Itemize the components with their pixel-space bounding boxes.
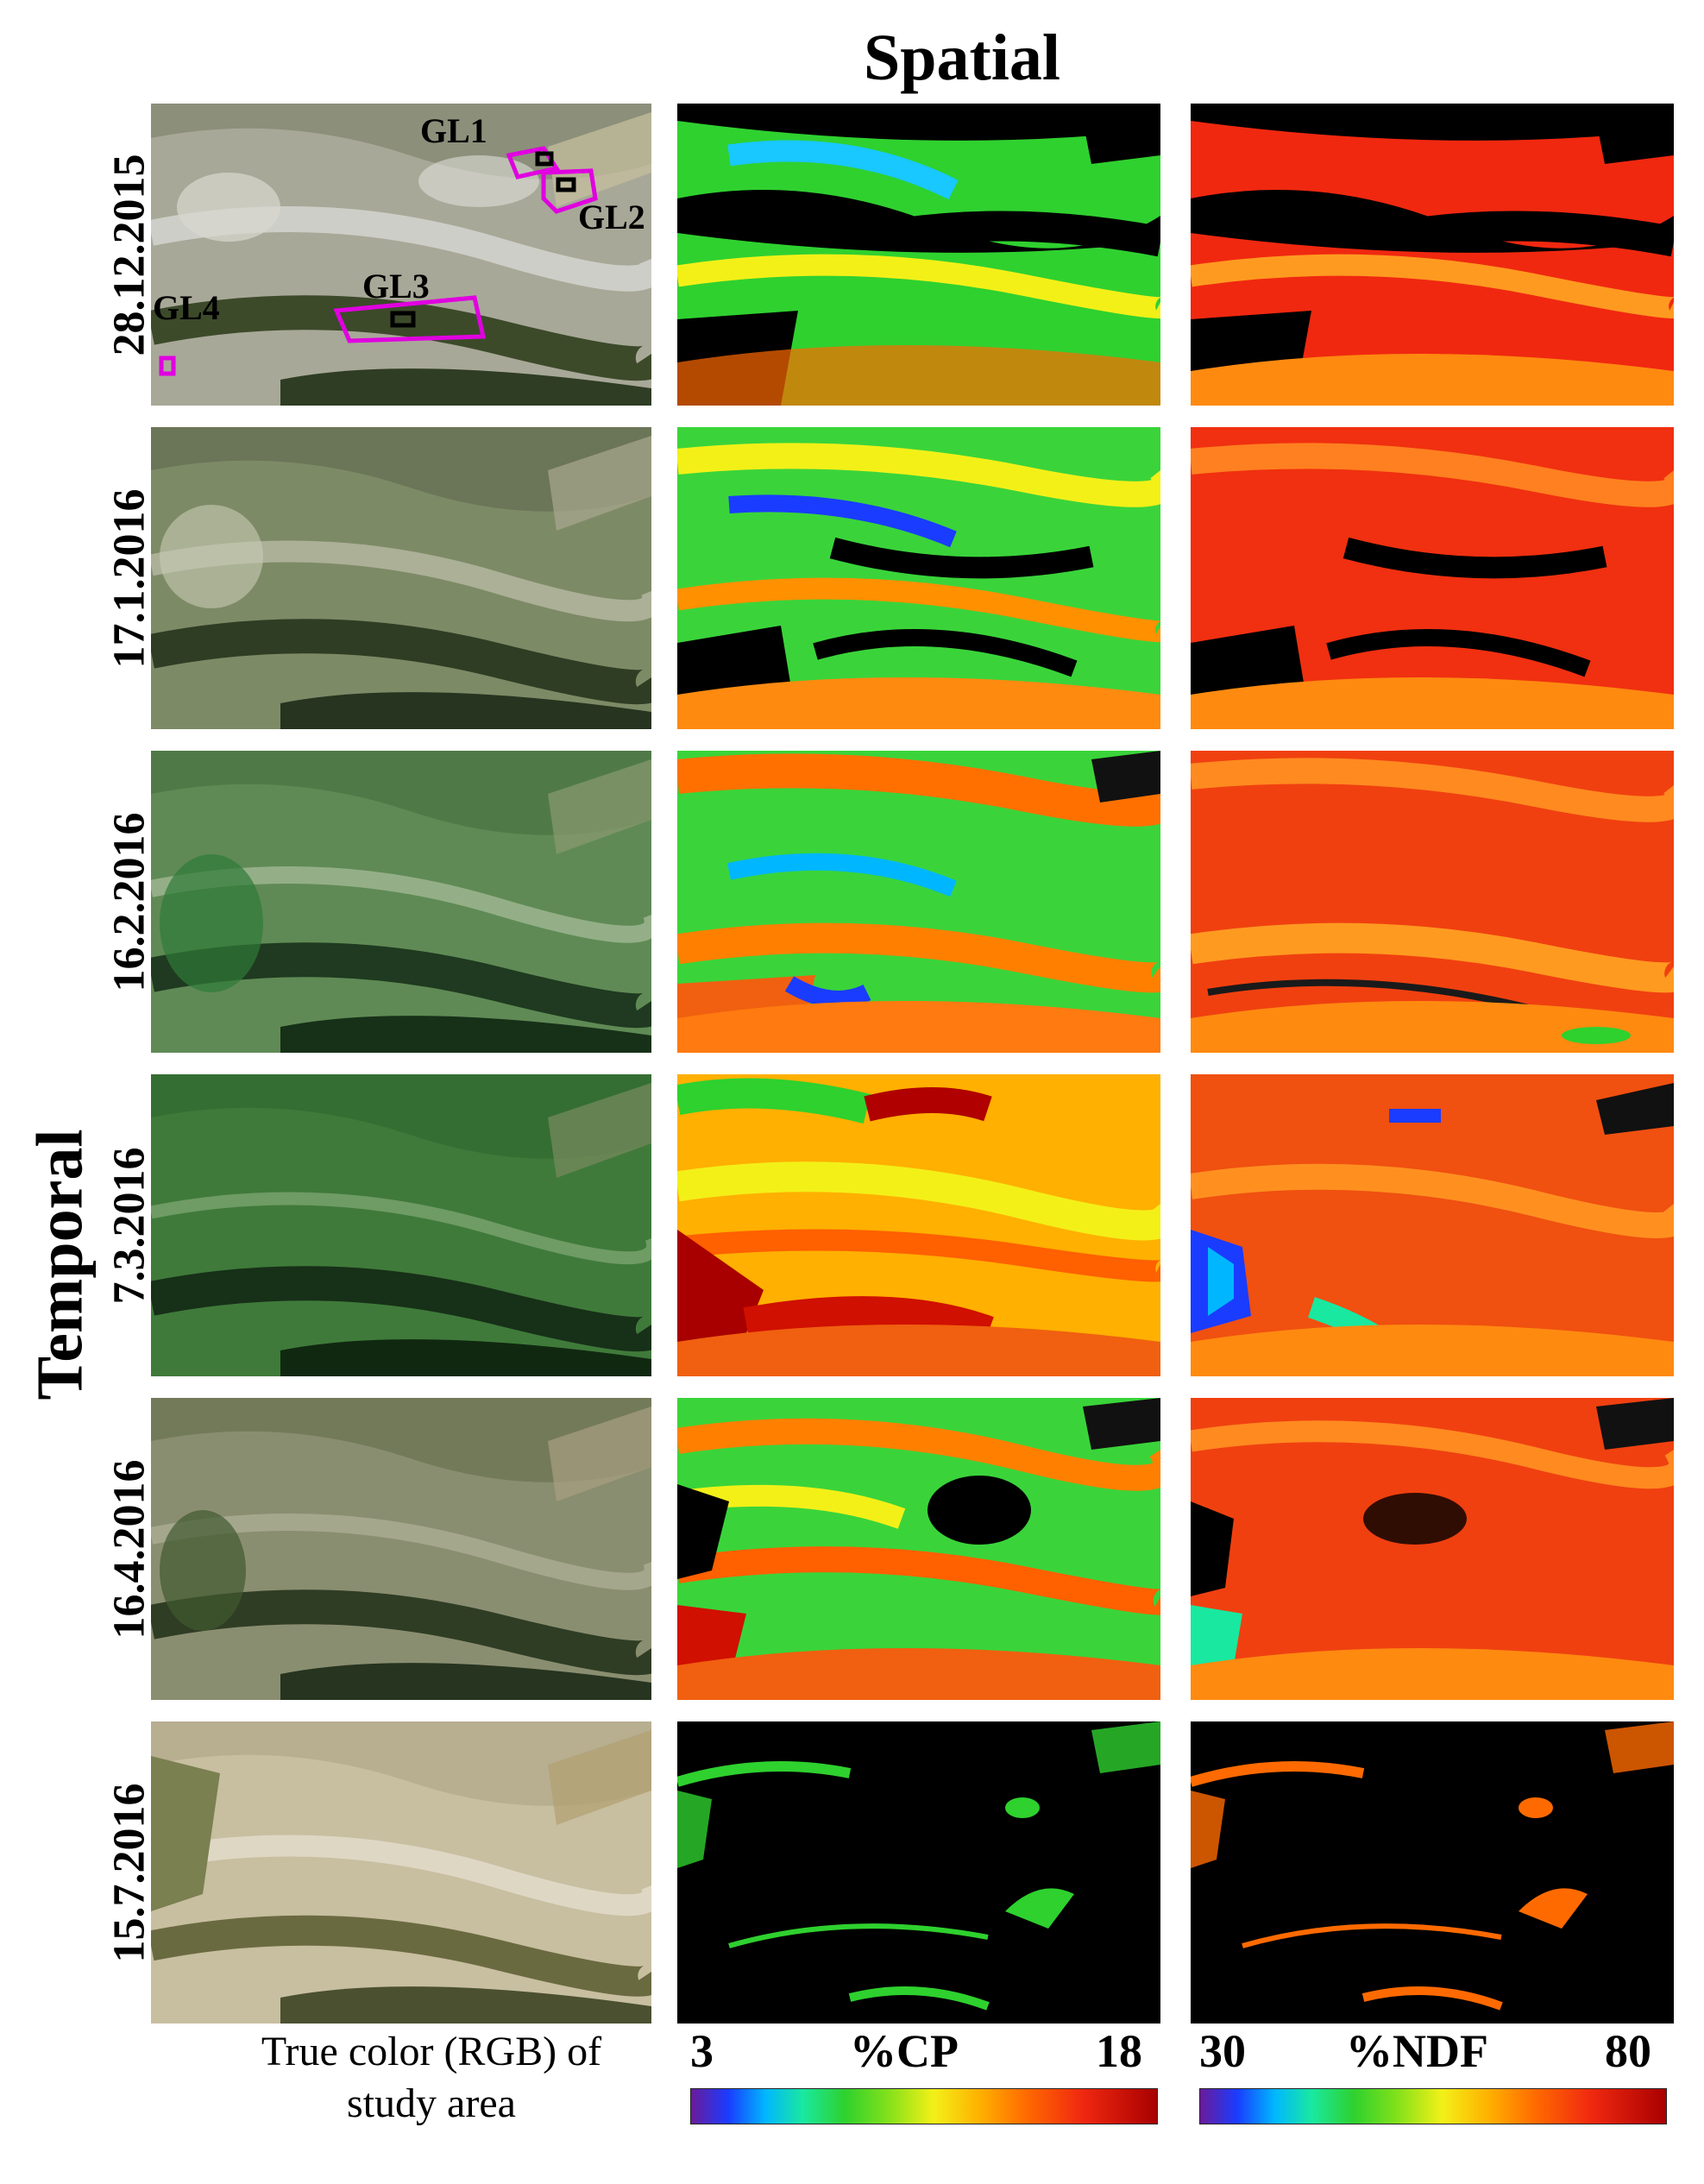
ndf-colorbar-label: %NDF xyxy=(1346,2025,1488,2077)
rgb-caption-line-2: study area xyxy=(347,2080,516,2126)
temporal-title: Temporal xyxy=(23,1048,97,1480)
cp-colorbar-max: 18 xyxy=(1096,2025,1142,2077)
cp-map-row-4 xyxy=(677,1074,1160,1376)
ndf-map-row-6 xyxy=(1191,1721,1674,2024)
rgb-caption-line-1: True color (RGB) of xyxy=(261,2029,602,2074)
spatial-title: Spatial xyxy=(863,22,1061,94)
rgb-panel-row-5 xyxy=(151,1398,651,1700)
ndf-map-row-5 xyxy=(1191,1398,1674,1700)
cp-map-row-1 xyxy=(677,104,1160,406)
rgb-panel-row-1: GL1 GL2 GL3 GL4 xyxy=(151,104,651,406)
date-label-row-2: 17.1.2016 xyxy=(104,427,155,729)
ndf-colorbar-min: 30 xyxy=(1199,2025,1246,2077)
cp-map-row-5 xyxy=(677,1398,1160,1700)
map-label-gl2: GL2 xyxy=(578,198,645,236)
ndf-colorbar-max: 80 xyxy=(1605,2025,1651,2077)
rgb-panel-row-3 xyxy=(151,751,651,1053)
rgb-panel-row-2 xyxy=(151,427,651,729)
map-label-gl4: GL4 xyxy=(153,288,220,327)
ndf-map-row-4 xyxy=(1191,1074,1674,1376)
date-text: 7.3.2016 xyxy=(104,1147,154,1304)
cp-colorbar-min: 3 xyxy=(690,2025,714,2077)
cp-colorbar-label: %CP xyxy=(850,2025,959,2077)
date-label-row-5: 16.4.2016 xyxy=(104,1398,155,1700)
cp-colorbar xyxy=(690,2088,1158,2124)
date-label-row-3: 16.2.2016 xyxy=(104,751,155,1053)
ndf-map-row-2 xyxy=(1191,427,1674,729)
date-text: 16.2.2016 xyxy=(104,812,154,991)
rgb-panel-row-6 xyxy=(151,1721,651,2024)
map-label-gl1: GL1 xyxy=(420,111,487,150)
date-text: 17.1.2016 xyxy=(104,488,154,668)
cp-map-row-6 xyxy=(677,1721,1160,2024)
date-text: 28.12.2015 xyxy=(104,154,154,356)
map-label-gl3: GL3 xyxy=(362,267,430,305)
rgb-panel-row-4 xyxy=(151,1074,651,1376)
temporal-title-text: Temporal xyxy=(23,1129,97,1400)
date-label-row-1: 28.12.2015 xyxy=(104,104,155,406)
date-label-row-6: 15.7.2016 xyxy=(104,1721,155,2024)
date-label-row-4: 7.3.2016 xyxy=(104,1074,155,1376)
cp-map-row-3 xyxy=(677,751,1160,1053)
date-text: 16.4.2016 xyxy=(104,1459,154,1639)
cp-map-row-2 xyxy=(677,427,1160,729)
ndf-map-row-3 xyxy=(1191,751,1674,1053)
rgb-caption: True color (RGB) of study area xyxy=(207,2026,656,2130)
ndf-colorbar xyxy=(1199,2088,1667,2124)
date-text: 15.7.2016 xyxy=(104,1783,154,1962)
ndf-map-row-1 xyxy=(1191,104,1674,406)
